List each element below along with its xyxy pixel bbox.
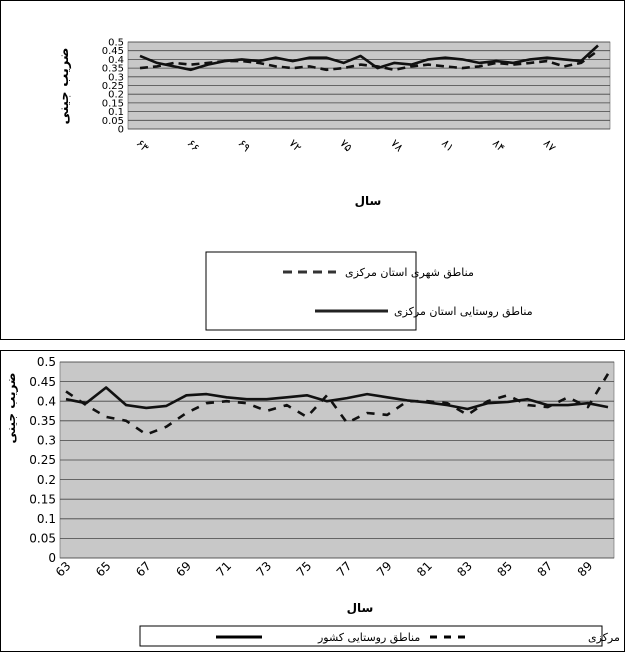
chart-2-legend-box [139, 625, 603, 647]
y-tick-label: 0.15 [102, 98, 124, 109]
chart-1-legend-box [205, 251, 417, 331]
y-tick-label: 0.45 [102, 46, 124, 57]
y-tick-label: 0.3 [37, 434, 56, 448]
chart-2-series [65, 373, 610, 436]
y-tick-label: 0.2 [37, 473, 56, 487]
series-line-dashed [65, 373, 610, 436]
chart-2-legend-label-rural-country: مناطق روستایی کشور [317, 631, 420, 645]
chart-1-legend-label-urban: مناطق شهری استان مرکزی [345, 266, 474, 280]
y-tick-label: 0.1 [108, 107, 124, 118]
chart-2-legend: مناطق روستایی کشور مناطق روستایی استان م… [139, 625, 625, 647]
series-line-solid [139, 44, 599, 72]
y-tick-label: 0.5 [37, 355, 56, 369]
y-tick-label: 0.35 [29, 414, 56, 428]
y-tick-label: 0.1 [37, 512, 56, 526]
y-tick-label: 0.5 [108, 38, 124, 49]
y-tick-label: 0.05 [102, 116, 124, 127]
chart-2-legend-label-rural-province: مناطق روستایی استان مرکزی [588, 631, 625, 645]
y-tick-label: 0 [48, 551, 56, 565]
y-tick-label: 0.3 [108, 72, 124, 83]
y-tick-label: 0.4 [108, 55, 124, 66]
y-tick-label: 0.15 [29, 492, 56, 506]
y-tick-label: 0.35 [102, 64, 124, 75]
chart-2-y-axis-title: ضریب جینی [4, 372, 18, 443]
chart-2: 00.050.10.150.20.250.30.350.40.450.5 63 6… [0, 350, 625, 652]
chart-1-y-tick-labels: 00.050.10.150.20.250.30.350.40.450.5 [102, 38, 124, 136]
y-tick-label: 0.45 [29, 375, 56, 389]
chart-2-x-axis-title: سال [347, 601, 374, 615]
chart-2-y-tick-labels: 0 0.05 0.1 0.15 0.2 0.25 0.3 0.35 0.4 0.45 0.5 [29, 355, 56, 565]
chart-1-legend-label-rural: مناطق روستایی استان مرکزی [394, 305, 533, 319]
y-tick-label: 0.2 [108, 90, 124, 101]
y-tick-label: 0.25 [102, 81, 124, 92]
chart-2-gridlines [60, 361, 614, 559]
y-tick-label: 0 [118, 125, 124, 136]
chart-1-legend: مناطق شهری استان مرکزی مناطق روستایی است… [205, 251, 533, 331]
chart-1: 00.050.10.150.20.250.30.350.40.450.5 ۶۳ ۶… [0, 0, 625, 340]
chart-1-y-axis-title: ضریب جینی [57, 48, 72, 125]
y-tick-label: 0.25 [29, 453, 56, 467]
y-tick-label: 0.05 [29, 532, 56, 546]
chart-1-series [139, 44, 599, 72]
chart-1-x-axis-title: سال [355, 194, 382, 208]
y-tick-label: 0.4 [37, 394, 56, 408]
